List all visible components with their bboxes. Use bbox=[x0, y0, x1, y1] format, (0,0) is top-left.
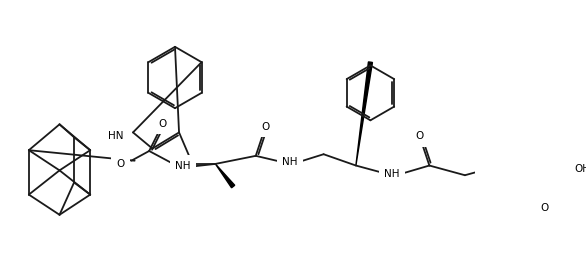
Text: O: O bbox=[261, 122, 270, 132]
Text: NH: NH bbox=[282, 157, 298, 167]
Text: HN: HN bbox=[108, 131, 123, 141]
Text: O: O bbox=[540, 203, 548, 212]
Polygon shape bbox=[356, 62, 373, 166]
Polygon shape bbox=[216, 164, 235, 188]
Text: OH: OH bbox=[575, 164, 586, 174]
Text: O: O bbox=[158, 119, 166, 128]
Text: NH: NH bbox=[175, 160, 191, 171]
Text: O: O bbox=[415, 132, 424, 141]
Text: O: O bbox=[117, 159, 125, 169]
Text: NH: NH bbox=[384, 168, 400, 179]
